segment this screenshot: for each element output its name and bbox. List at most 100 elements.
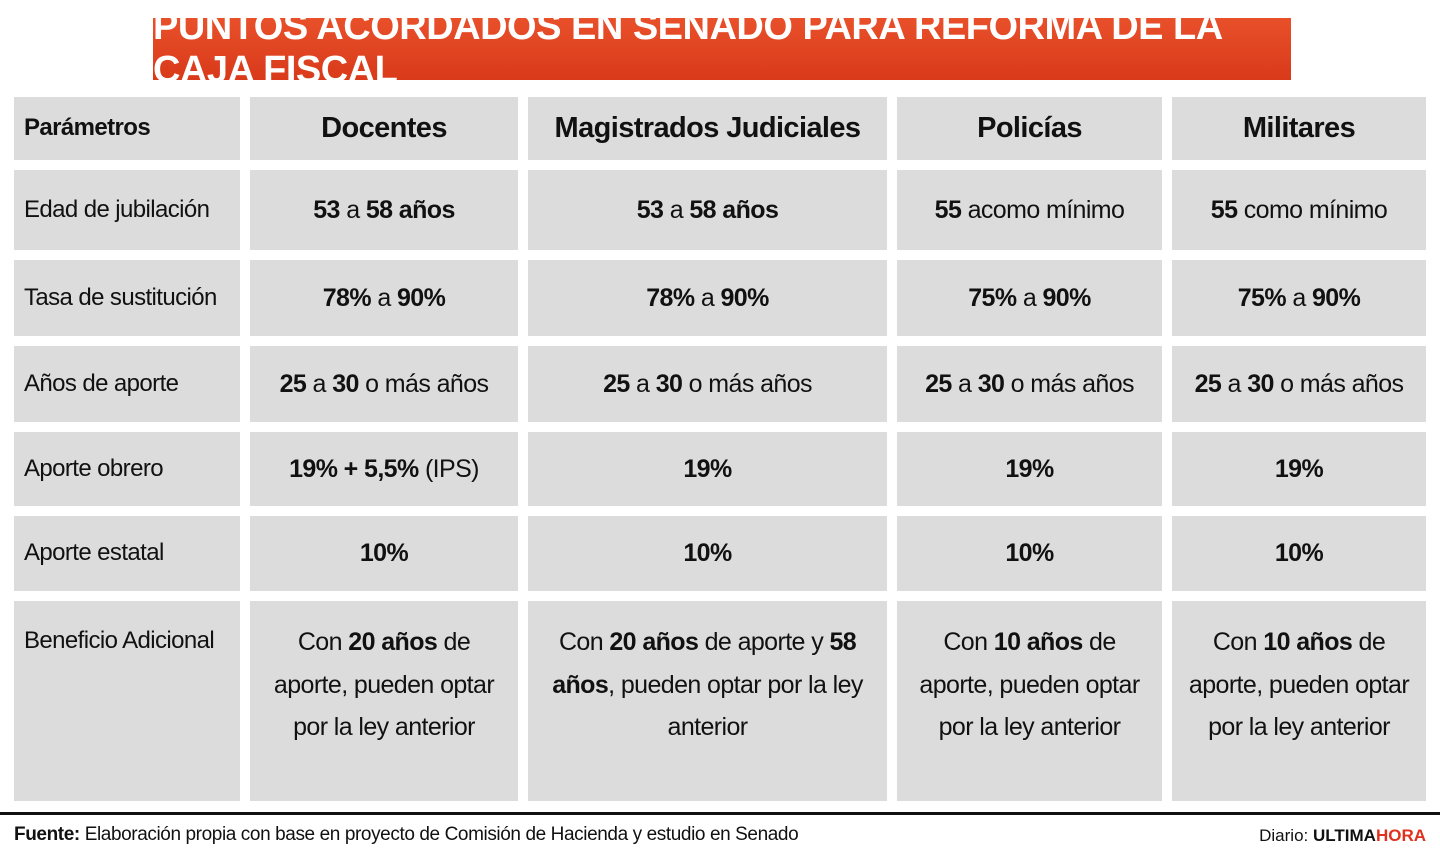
cell: 19% xyxy=(897,432,1162,506)
text-run: 90% xyxy=(1312,283,1361,312)
cell-text: 78% a 90% xyxy=(646,277,769,320)
table: Parámetros Docentes Magistrados Judiciales… xyxy=(14,97,1426,801)
brand-prefix: Diario: xyxy=(1259,826,1313,845)
cell-text: 53 a 58 años xyxy=(637,189,779,232)
cell: 75% a 90% xyxy=(1172,260,1426,336)
cell-text: 10% xyxy=(359,532,409,575)
cell: 19% xyxy=(1172,432,1426,506)
header-cell: Policías xyxy=(897,97,1162,160)
text-run: 53 xyxy=(313,195,340,224)
row-label: Tasa de sustitución xyxy=(14,260,240,336)
text-run: 25 xyxy=(1194,369,1222,398)
text-run: Con xyxy=(297,628,349,656)
brand-a: ULTIMA xyxy=(1312,826,1376,845)
text-run: como mínimo xyxy=(1237,195,1388,224)
cell: 25 a 30 o más años xyxy=(528,346,887,422)
header-cell: Parámetros xyxy=(14,97,240,160)
text-run: a xyxy=(339,195,366,224)
text-run: de aporte y xyxy=(698,628,830,656)
cell: 78% a 90% xyxy=(250,260,518,336)
text-run: 30 xyxy=(977,369,1005,398)
cell: Con 20 años de aporte, pueden optar por … xyxy=(250,601,518,801)
text-run: 55 xyxy=(934,195,962,224)
text-run: , pueden optar por la ley anterior xyxy=(608,670,870,742)
text-run: 30 xyxy=(655,369,683,398)
text-run: 58 años xyxy=(365,195,456,224)
cell: 19% xyxy=(528,432,887,506)
cell-text: 78% a 90% xyxy=(323,277,446,320)
text-run: a xyxy=(371,283,397,312)
cell: 19% + 5,5% (IPS) xyxy=(250,432,518,506)
text-run: a xyxy=(1286,283,1312,312)
source-text: Elaboración propia con base en proyecto … xyxy=(79,824,799,845)
text-run: Con xyxy=(943,628,994,656)
cell: 55 acomo mínimo xyxy=(897,170,1162,250)
text-run: 30 xyxy=(332,369,359,398)
text-run: 30 xyxy=(1247,369,1274,398)
text-run: 90% xyxy=(720,283,770,312)
text-run: 10% xyxy=(359,539,409,568)
row-label: Aporte estatal xyxy=(14,516,240,591)
text-run: 78% xyxy=(322,283,372,312)
cell-text: 53 a 58 años xyxy=(313,189,455,232)
cell: Con 10 años de aporte, pueden optar por … xyxy=(897,601,1162,801)
text-run: 20 años xyxy=(609,628,699,656)
cell-text: 75% a 90% xyxy=(1238,277,1361,320)
cell: 75% a 90% xyxy=(897,260,1162,336)
cell-text: 10% xyxy=(1005,532,1054,575)
text-run: 58 años xyxy=(689,195,779,224)
text-run: a xyxy=(951,369,978,398)
text-run: 10% xyxy=(1274,539,1324,568)
text-run: 19% xyxy=(683,454,732,483)
cell-text: 19% xyxy=(1005,448,1054,491)
title: PUNTOS ACORDADOS EN SENADO PARA REFORMA … xyxy=(153,6,1291,91)
cell-text: 25 a 30 o más años xyxy=(1195,363,1404,406)
cell: 25 a 30 o más años xyxy=(1172,346,1426,422)
text-run: Con xyxy=(558,628,610,656)
cell-text: 19% xyxy=(1275,448,1324,491)
text-run: a xyxy=(1016,283,1043,312)
cell: Con 20 años de aporte y 58 años, pueden … xyxy=(528,601,887,801)
text-run: 25 xyxy=(279,369,307,398)
text-run: a xyxy=(694,283,721,312)
brand-b: HORA xyxy=(1375,826,1426,845)
row-label: Edad de jubilación xyxy=(14,170,240,250)
text-run: 10 años xyxy=(993,628,1084,656)
text-run: 75% xyxy=(1237,283,1287,312)
text-run: 90% xyxy=(397,283,446,312)
cell: 25 a 30 o más años xyxy=(250,346,518,422)
row-label: Años de aporte xyxy=(14,346,240,422)
text-run: de aporte, pueden optar por la ley anter… xyxy=(273,628,501,741)
header-cell: Docentes xyxy=(250,97,518,160)
text-run: a xyxy=(1221,369,1248,398)
cell-text: 55 acomo mínimo xyxy=(935,189,1125,232)
text-run: a xyxy=(629,369,656,398)
text-run: (IPS) xyxy=(418,454,480,483)
cell-text: 75% a 90% xyxy=(968,277,1091,320)
brand: Diario: ULTIMAHORA xyxy=(1259,826,1426,846)
text-run: 75% xyxy=(968,283,1017,312)
cell: 10% xyxy=(528,516,887,591)
divider xyxy=(0,812,1440,815)
text-run: a xyxy=(663,195,690,224)
text-run: de aporte, pueden optar por la ley anter… xyxy=(919,628,1146,741)
text-run: o más años xyxy=(1273,369,1404,398)
cell: 53 a 58 años xyxy=(528,170,887,250)
cell-text: 19% xyxy=(683,448,732,491)
cell-text: 25 a 30 o más años xyxy=(603,363,812,406)
text-run: 25 xyxy=(603,369,630,398)
text-run: 53 xyxy=(636,195,664,224)
text-run: 20 años xyxy=(348,628,438,656)
cell: 78% a 90% xyxy=(528,260,887,336)
text-run: 10 años xyxy=(1263,628,1353,656)
cell-text: Con 10 años de aporte, pueden optar por … xyxy=(911,621,1148,749)
text-run: 19% + 5,5% xyxy=(289,454,419,483)
text-run: 55 xyxy=(1210,195,1238,224)
row-label: Aporte obrero xyxy=(14,432,240,506)
header-cell: Magistrados Judiciales xyxy=(528,97,887,160)
cell-text: Con 20 años de aporte, pueden optar por … xyxy=(264,621,504,749)
text-run: 58 años xyxy=(552,628,863,699)
text-run: 10% xyxy=(683,539,732,568)
cell-text: 55 como mínimo xyxy=(1210,189,1388,232)
